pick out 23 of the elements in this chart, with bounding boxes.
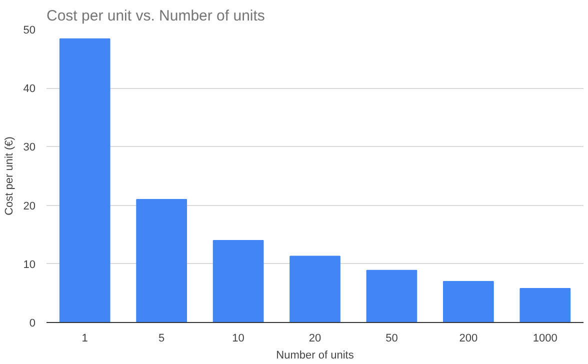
bar	[136, 198, 188, 322]
x-axis-title: Number of units	[276, 350, 354, 362]
bar	[442, 280, 494, 322]
bar	[212, 240, 264, 322]
x-tick-label: 5	[158, 332, 165, 344]
x-tick-label: 10	[232, 332, 244, 344]
x-tick-label: 50	[386, 332, 398, 344]
bar	[366, 270, 418, 322]
y-tick-label: 50	[23, 24, 36, 36]
bar	[520, 288, 571, 322]
y-axis-title: Cost per unit (€)	[3, 136, 16, 216]
chart-title: Cost per unit vs. Number of units	[46, 8, 265, 24]
x-tick-label: 20	[308, 332, 322, 344]
y-tick-label: 10	[23, 258, 36, 271]
y-tick-label: 0	[29, 318, 36, 330]
x-tick-label: 1	[82, 332, 88, 344]
bar	[290, 256, 340, 322]
x-tick-label: 1000	[532, 332, 558, 344]
bar	[59, 38, 110, 322]
y-tick-label: 30	[23, 142, 36, 154]
y-tick-label: 20	[23, 200, 36, 212]
x-tick-label: 200	[459, 332, 478, 344]
y-tick-label: 40	[23, 83, 36, 96]
